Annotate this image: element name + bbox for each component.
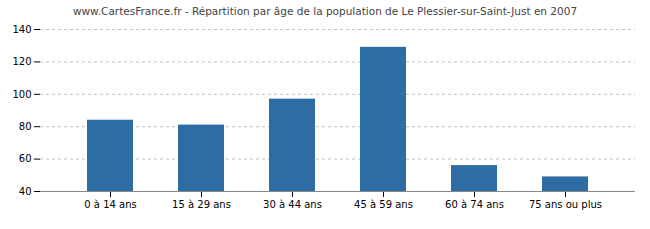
svg-text:60: 60 xyxy=(19,153,32,164)
svg-text:100: 100 xyxy=(12,89,31,100)
svg-text:80: 80 xyxy=(19,121,32,132)
svg-text:15 à 29 ans: 15 à 29 ans xyxy=(172,199,231,210)
svg-text:45 à 59 ans: 45 à 59 ans xyxy=(354,199,413,210)
svg-text:120: 120 xyxy=(12,56,31,67)
html-text:www.CartesFrance.fr - Répartit: www.CartesFrance.fr - Répartition par âg… xyxy=(72,5,578,17)
svg-text:60 à 74 ans: 60 à 74 ans xyxy=(445,199,504,210)
svg-text:30 à 44 ans: 30 à 44 ans xyxy=(263,199,322,210)
svg-text:0 à 14 ans: 0 à 14 ans xyxy=(84,199,136,210)
svg-text:75 ans ou plus: 75 ans ou plus xyxy=(529,199,602,210)
svg-text:140: 140 xyxy=(12,24,31,35)
svg-text:40: 40 xyxy=(19,186,32,197)
